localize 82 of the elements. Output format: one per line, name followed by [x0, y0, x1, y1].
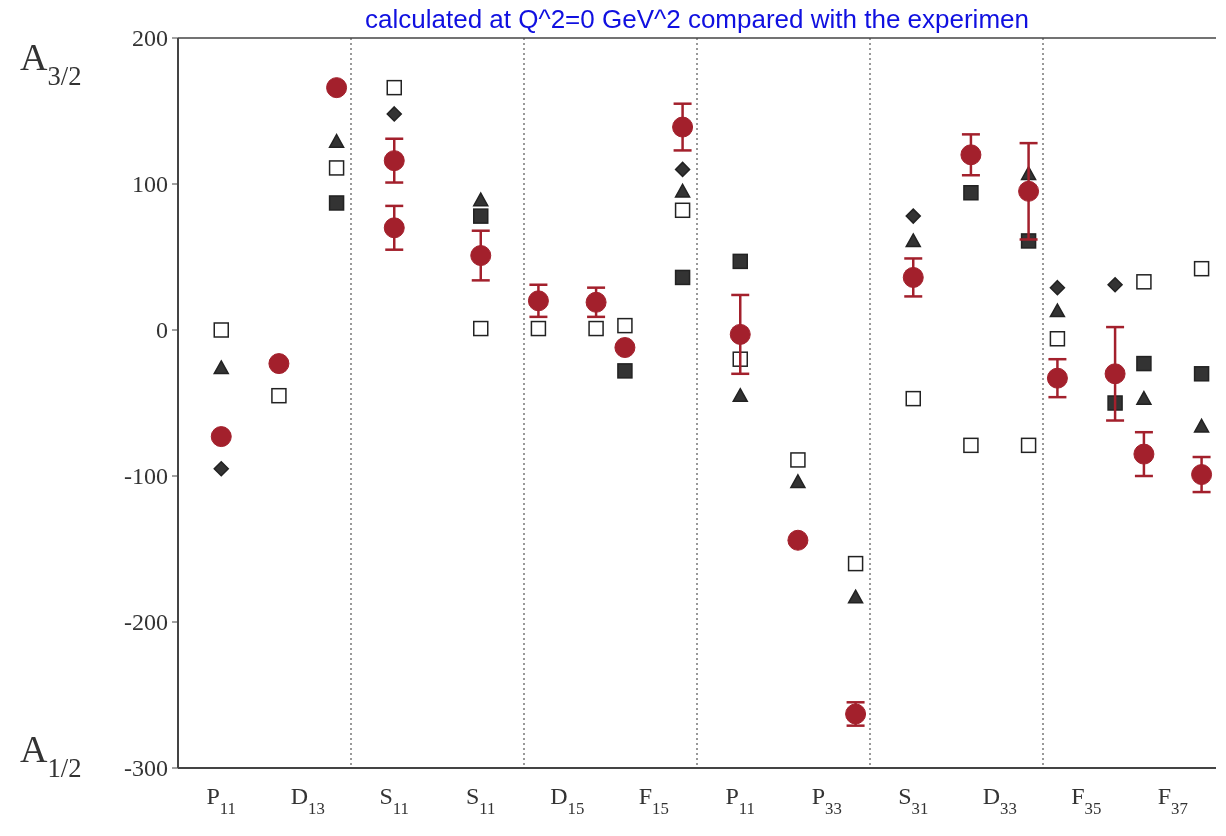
point	[473, 192, 489, 207]
point	[1049, 279, 1066, 296]
point	[732, 253, 748, 270]
point	[787, 529, 809, 551]
point	[328, 160, 345, 176]
x-tick-label: D$_{15}$	[550, 783, 585, 818]
point	[1193, 260, 1210, 277]
point	[1191, 464, 1213, 486]
point	[617, 317, 633, 334]
point	[1049, 303, 1066, 318]
point	[905, 233, 921, 248]
point	[530, 320, 547, 337]
x-tick-label: P$_{33}$	[811, 783, 842, 818]
point	[326, 77, 348, 99]
x-tick-label: F$_{15}$	[638, 783, 669, 818]
point	[386, 79, 402, 96]
point	[383, 150, 405, 172]
point	[473, 320, 489, 337]
point	[386, 106, 402, 122]
point	[674, 202, 691, 219]
point	[674, 161, 691, 178]
y-axis-title: A$_{3/2}$	[20, 36, 82, 91]
point	[588, 320, 604, 337]
point	[732, 387, 748, 403]
x-tick-label: F$_{35}$	[1071, 783, 1102, 818]
point	[268, 353, 290, 375]
y-tick-label: -300	[124, 755, 168, 782]
point	[213, 322, 229, 338]
point	[960, 144, 982, 166]
point	[963, 437, 979, 454]
point	[1046, 367, 1068, 389]
point	[790, 474, 806, 489]
point	[213, 460, 229, 477]
point	[328, 133, 345, 149]
point	[905, 390, 921, 407]
point	[1133, 443, 1155, 465]
point	[674, 183, 691, 198]
point	[1018, 180, 1040, 202]
point	[1136, 390, 1152, 405]
y-tick-label: -100	[124, 463, 168, 490]
point	[210, 426, 232, 448]
point	[527, 290, 549, 312]
x-tick-label: P$_{11}$	[206, 783, 237, 818]
x-tick-label: D$_{33}$	[982, 783, 1017, 818]
y-tick-label: 100	[132, 171, 168, 198]
point	[905, 208, 921, 224]
point	[790, 452, 806, 468]
point	[672, 116, 694, 138]
text: A$_{1/2}$	[20, 728, 82, 783]
point	[473, 208, 489, 224]
point	[383, 217, 405, 239]
y-tick-label: 200	[132, 25, 168, 52]
point	[617, 363, 633, 379]
point	[1136, 355, 1152, 372]
point	[470, 245, 492, 267]
point	[963, 185, 979, 201]
point	[902, 266, 924, 288]
point	[1107, 276, 1123, 293]
point	[328, 195, 345, 211]
point	[847, 589, 864, 604]
x-tick-label: S$_{11}$	[379, 783, 410, 818]
x-tick-label: D$_{13}$	[290, 783, 325, 818]
y-tick-label: 0	[156, 317, 168, 344]
y-tick-label: -200	[124, 609, 168, 636]
x-tick-label: P$_{11}$	[725, 783, 756, 818]
x-tick-label: F$_{37}$	[1157, 783, 1188, 818]
point	[271, 387, 287, 404]
point	[1104, 363, 1126, 385]
point	[847, 555, 864, 572]
point	[1136, 274, 1152, 290]
point	[729, 323, 751, 345]
x-tick-label: S$_{11}$	[465, 783, 496, 818]
point	[1049, 331, 1066, 347]
point	[1193, 418, 1210, 433]
x-tick-label: S$_{31}$	[898, 783, 929, 818]
point	[585, 291, 607, 313]
point	[674, 269, 691, 286]
point	[614, 337, 636, 359]
chart-title: calculated at Q^2=0 GeV^2 compared with the experimen	[365, 4, 1029, 34]
point	[1020, 437, 1037, 454]
point	[1193, 366, 1210, 382]
point	[213, 360, 229, 375]
